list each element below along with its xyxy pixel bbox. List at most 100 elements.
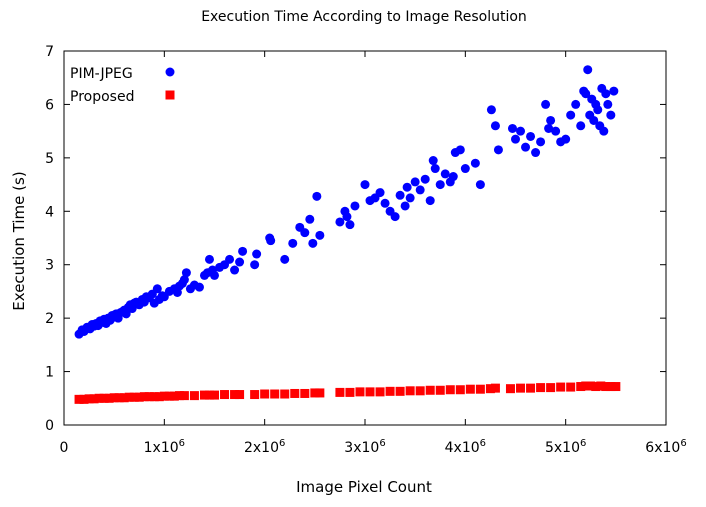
- data-point-pim-jpeg: [235, 257, 245, 267]
- data-point-proposed: [490, 383, 500, 393]
- data-point-pim-jpeg: [210, 270, 219, 280]
- data-point-proposed: [124, 392, 134, 402]
- data-point-pim-jpeg: [390, 212, 400, 222]
- y-axis-label: Execution Time (s): [10, 171, 28, 310]
- data-point-proposed: [611, 382, 621, 392]
- data-point-proposed: [586, 381, 596, 391]
- data-point-pim-jpeg: [400, 201, 410, 211]
- data-point-pim-jpeg: [395, 190, 405, 200]
- y-tick-label: 1: [45, 365, 54, 381]
- data-point-proposed: [230, 390, 240, 400]
- data-point-proposed: [546, 383, 556, 393]
- data-point-proposed: [84, 394, 94, 404]
- data-point-proposed: [485, 384, 495, 394]
- data-point-proposed: [300, 388, 310, 398]
- data-point-pim-jpeg: [305, 214, 315, 224]
- data-point-proposed: [189, 391, 199, 401]
- data-point-pim-jpeg: [493, 145, 503, 155]
- data-point-pim-jpeg: [308, 238, 318, 248]
- y-tick-label: 0: [45, 418, 54, 434]
- data-point-pim-jpeg: [551, 126, 561, 136]
- legend-marker-square: [165, 90, 175, 100]
- data-point-proposed: [536, 383, 546, 393]
- data-point-pim-jpeg: [179, 275, 189, 285]
- y-tick-label: 5: [45, 151, 54, 167]
- data-point-pim-jpeg: [410, 177, 420, 187]
- data-point-pim-jpeg: [511, 134, 520, 144]
- data-points: [74, 65, 621, 404]
- data-point-pim-jpeg: [250, 260, 260, 270]
- data-point-pim-jpeg: [415, 185, 425, 195]
- data-point-pim-jpeg: [425, 196, 435, 206]
- data-point-proposed: [235, 390, 245, 400]
- data-point-proposed: [315, 388, 325, 398]
- data-point-pim-jpeg: [603, 99, 613, 109]
- data-point-pim-jpeg: [194, 282, 204, 292]
- data-point-proposed: [556, 382, 566, 392]
- data-point-proposed: [435, 385, 445, 395]
- x-tick-label: 6x106: [645, 438, 686, 456]
- data-point-proposed: [104, 393, 114, 403]
- data-point-pim-jpeg: [507, 123, 517, 133]
- data-point-pim-jpeg: [460, 164, 470, 174]
- y-tick-label: 7: [45, 44, 54, 60]
- data-point-pim-jpeg: [566, 110, 576, 120]
- data-point-proposed: [250, 390, 260, 400]
- data-point-pim-jpeg: [609, 86, 619, 96]
- data-point-pim-jpeg: [475, 180, 485, 190]
- data-point-proposed: [516, 383, 526, 393]
- data-point-proposed: [355, 387, 365, 397]
- data-point-pim-jpeg: [541, 99, 551, 109]
- y-tick-label: 2: [45, 311, 54, 327]
- data-point-pim-jpeg: [315, 230, 325, 240]
- data-point-pim-jpeg: [375, 188, 385, 198]
- data-point-proposed: [280, 389, 290, 399]
- data-point-pim-jpeg: [181, 268, 191, 278]
- data-point-pim-jpeg: [238, 246, 248, 256]
- x-tick-label: 1x106: [144, 438, 185, 456]
- data-point-proposed: [94, 393, 104, 403]
- data-point-pim-jpeg: [225, 254, 235, 264]
- x-tick-label: 2x106: [244, 438, 285, 456]
- data-point-pim-jpeg: [486, 105, 496, 115]
- data-point-pim-jpeg: [300, 228, 310, 238]
- data-point-pim-jpeg: [252, 249, 262, 259]
- data-point-pim-jpeg: [204, 254, 214, 264]
- data-point-proposed: [581, 381, 591, 391]
- data-point-proposed: [526, 383, 536, 393]
- data-point-proposed: [345, 387, 355, 397]
- data-point-pim-jpeg: [606, 110, 616, 120]
- data-point-pim-jpeg: [342, 212, 352, 222]
- data-point-pim-jpeg: [521, 142, 531, 152]
- data-point-pim-jpeg: [546, 115, 556, 125]
- data-point-pim-jpeg: [581, 89, 591, 99]
- data-point-pim-jpeg: [448, 172, 458, 182]
- data-point-pim-jpeg: [544, 123, 554, 133]
- data-point-pim-jpeg: [589, 115, 599, 125]
- data-point-pim-jpeg: [360, 180, 370, 190]
- legend-entry-pim-jpeg: PIM-JPEG: [70, 66, 175, 82]
- data-point-pim-jpeg: [428, 156, 438, 166]
- data-point-proposed: [601, 382, 611, 392]
- data-point-pim-jpeg: [526, 131, 536, 141]
- data-point-pim-jpeg: [266, 236, 276, 246]
- legend-marker-circle: [165, 67, 175, 77]
- data-point-proposed: [210, 390, 219, 400]
- y-tick-label: 6: [45, 97, 54, 113]
- data-point-proposed: [270, 389, 280, 399]
- y-tick-label: 3: [45, 258, 54, 274]
- data-point-proposed: [169, 391, 179, 401]
- data-point-pim-jpeg: [288, 238, 298, 248]
- data-point-proposed: [74, 394, 84, 404]
- data-point-pim-jpeg: [420, 174, 430, 184]
- data-point-pim-jpeg: [280, 254, 290, 264]
- data-point-proposed: [505, 384, 515, 394]
- data-point-pim-jpeg: [455, 145, 465, 155]
- data-point-proposed: [144, 392, 154, 402]
- data-point-proposed: [566, 382, 576, 392]
- data-point-proposed: [455, 385, 465, 395]
- x-tick-label: 0: [60, 440, 69, 456]
- data-point-pim-jpeg: [345, 220, 355, 230]
- data-point-pim-jpeg: [531, 148, 541, 158]
